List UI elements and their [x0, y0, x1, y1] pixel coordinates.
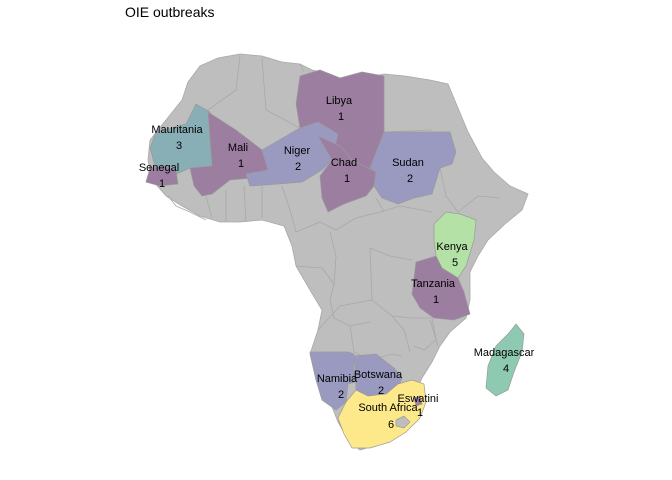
label-mali-count: 1: [238, 158, 244, 170]
country-tanzania[interactable]: [411, 255, 471, 321]
country-namibia[interactable]: [309, 351, 357, 411]
label-niger-name: Niger: [284, 145, 311, 157]
label-mauritania-count: 3: [176, 140, 182, 152]
label-namibia-count: 2: [338, 389, 344, 401]
label-madagascar-count: 4: [503, 363, 509, 375]
country-eswatini[interactable]: [413, 395, 423, 407]
label-botswana-count: 2: [378, 385, 384, 397]
country-madagascar[interactable]: [485, 323, 525, 397]
label-eswatini-count: 1: [417, 407, 423, 419]
country-kenya[interactable]: [433, 211, 477, 279]
label-madagascar-name: Madagascar: [474, 347, 535, 359]
lesotho-shape: [395, 415, 411, 429]
label-kenya-count: 5: [452, 257, 458, 269]
country-niger[interactable]: [245, 121, 339, 187]
label-libya-count: 1: [338, 111, 344, 123]
label-south-africa-name: South Africa: [358, 402, 418, 414]
label-tanzania-count: 1: [433, 294, 439, 306]
label-kenya-name: Kenya: [436, 241, 468, 253]
label-senegal-count: 1: [159, 178, 165, 190]
label-sudan-name: Sudan: [392, 157, 424, 169]
label-eswatini-name: Eswatini: [398, 393, 439, 405]
label-tanzania-name: Tanzania: [411, 278, 456, 290]
country-south-africa[interactable]: [337, 379, 427, 449]
label-namibia-name: Namibia: [317, 373, 358, 385]
label-mauritania-name: Mauritania: [151, 124, 203, 136]
map-title: OIE outbreaks: [125, 4, 215, 20]
label-mali-name: Mali: [228, 142, 248, 154]
label-senegal-name: Senegal: [139, 162, 179, 174]
country-labels: Libya 1 Mauritania 3 Mali 1 Niger 2 Chad…: [139, 95, 535, 431]
label-libya-name: Libya: [326, 95, 353, 107]
country-sudan[interactable]: [369, 131, 457, 205]
label-chad-count: 1: [344, 173, 350, 185]
label-chad-name: Chad: [331, 157, 357, 169]
country-senegal[interactable]: [145, 165, 179, 187]
label-sudan-count: 2: [407, 173, 413, 185]
country-chad[interactable]: [317, 135, 377, 213]
label-botswana-name: Botswana: [354, 369, 403, 381]
label-niger-count: 2: [295, 161, 301, 173]
label-south-africa-count: 6: [388, 419, 394, 431]
